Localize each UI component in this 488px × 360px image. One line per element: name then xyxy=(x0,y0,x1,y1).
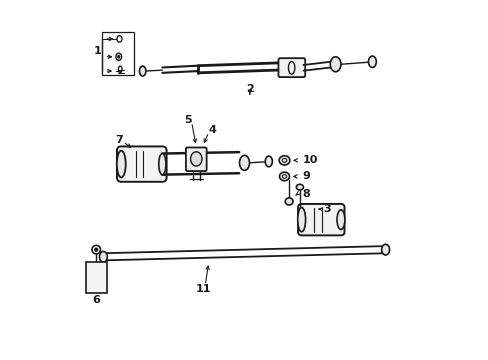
Text: 8: 8 xyxy=(302,189,309,199)
Ellipse shape xyxy=(279,172,289,181)
Ellipse shape xyxy=(117,151,125,177)
Ellipse shape xyxy=(381,244,389,255)
Text: 6: 6 xyxy=(92,295,100,305)
Ellipse shape xyxy=(190,152,202,166)
Text: 9: 9 xyxy=(302,171,309,181)
Ellipse shape xyxy=(296,184,303,190)
Text: 5: 5 xyxy=(184,115,191,125)
Ellipse shape xyxy=(367,56,376,67)
Ellipse shape xyxy=(139,66,145,76)
Ellipse shape xyxy=(329,57,340,72)
Ellipse shape xyxy=(117,55,120,58)
Ellipse shape xyxy=(285,198,292,205)
Ellipse shape xyxy=(99,251,107,262)
Bar xyxy=(85,262,107,293)
Ellipse shape xyxy=(94,248,98,251)
Text: 11: 11 xyxy=(195,284,211,294)
FancyBboxPatch shape xyxy=(117,147,166,182)
Text: 2: 2 xyxy=(245,84,253,94)
Ellipse shape xyxy=(159,153,165,175)
Ellipse shape xyxy=(239,156,249,170)
Text: 1: 1 xyxy=(93,46,101,56)
Text: 3: 3 xyxy=(323,204,330,214)
Ellipse shape xyxy=(297,207,305,232)
Text: 7: 7 xyxy=(115,135,122,145)
Bar xyxy=(102,32,134,75)
FancyBboxPatch shape xyxy=(185,148,206,171)
FancyBboxPatch shape xyxy=(298,204,344,235)
FancyBboxPatch shape xyxy=(278,58,305,77)
Text: 4: 4 xyxy=(208,125,216,135)
Ellipse shape xyxy=(264,156,272,167)
Ellipse shape xyxy=(279,156,289,165)
Ellipse shape xyxy=(336,210,344,229)
Text: 10: 10 xyxy=(302,156,317,165)
